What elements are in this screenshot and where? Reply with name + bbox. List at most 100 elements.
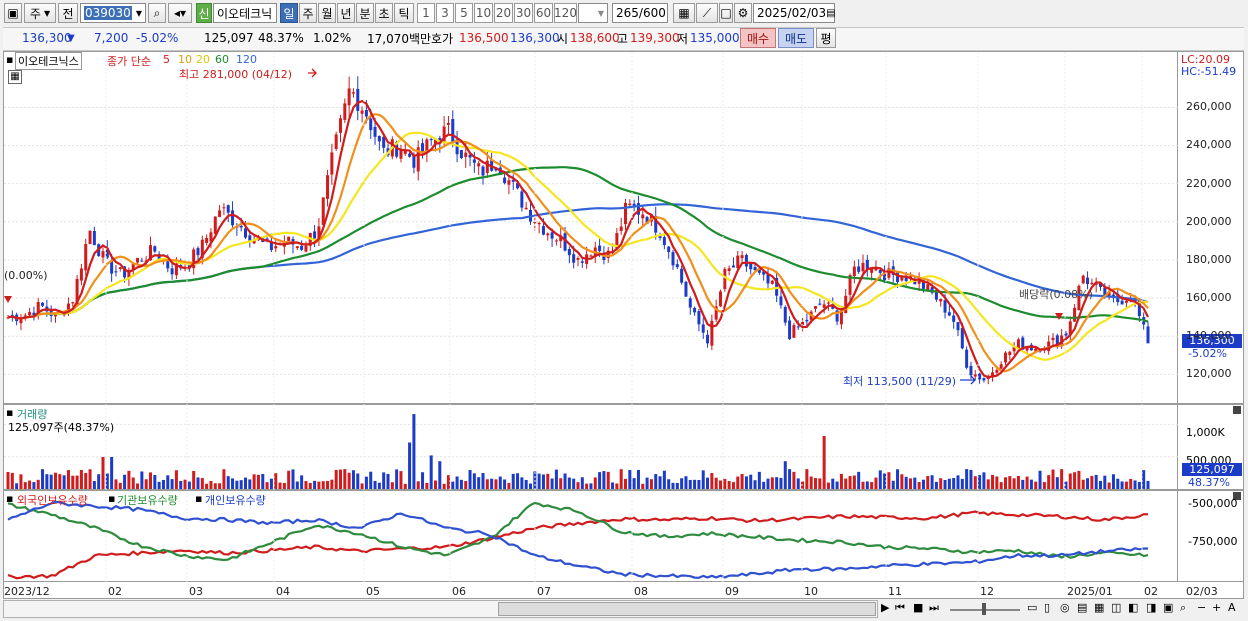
- volume-bar: [351, 470, 355, 489]
- scroll-first-icon[interactable]: ⏮: [895, 601, 905, 614]
- volume-bar: [485, 479, 489, 489]
- indicator-icon[interactable]: ▦: [673, 3, 695, 23]
- tab-second[interactable]: 초: [375, 3, 393, 23]
- square-icon[interactable]: □: [719, 3, 733, 23]
- candle-body: [1034, 348, 1038, 352]
- period-select[interactable]: 주 ▼: [24, 3, 56, 23]
- tab-minute[interactable]: 분: [356, 3, 374, 23]
- candle-body: [88, 230, 92, 245]
- tab-week[interactable]: 주: [299, 3, 317, 23]
- volume-bar: [1129, 478, 1133, 489]
- volume-bar: [844, 478, 848, 489]
- volume-bar: [334, 469, 338, 489]
- interval-10[interactable]: 10: [474, 3, 493, 23]
- volume-bar: [192, 470, 196, 489]
- quote-label: 호가: [431, 31, 454, 46]
- prev-button[interactable]: 전: [58, 3, 78, 23]
- candle-body: [619, 226, 623, 231]
- scroll-last-icon[interactable]: ⏭: [929, 601, 939, 614]
- left-icon[interactable]: ◧: [1128, 601, 1139, 614]
- panel-close-icon[interactable]: [1233, 406, 1241, 414]
- volume-bar: [528, 483, 533, 489]
- code-input[interactable]: 039030 ▼: [80, 3, 146, 23]
- tab-day[interactable]: 일: [280, 3, 298, 23]
- candle-body: [425, 139, 429, 152]
- candle-body: [360, 110, 364, 114]
- price-change: 7,200: [94, 31, 129, 45]
- volume-bar: [986, 479, 990, 489]
- volume-bar: [23, 482, 27, 489]
- interval-120[interactable]: 120: [554, 3, 577, 23]
- zoom-out-icon[interactable]: −: [1197, 601, 1207, 614]
- mark-icon[interactable]: ◎: [1060, 601, 1070, 614]
- ma60-label: 60: [215, 53, 229, 66]
- volume-bar: [805, 469, 809, 489]
- candle-body: [114, 271, 118, 273]
- gear-icon[interactable]: ⚙: [734, 3, 752, 23]
- grid-icon[interactable]: ▦: [8, 70, 22, 84]
- tab-tick[interactable]: 틱: [394, 3, 414, 23]
- stop-icon[interactable]: ■: [913, 601, 924, 614]
- chart-menu-icon[interactable]: ▣: [4, 3, 22, 23]
- chart-type-icon[interactable]: ▭: [1027, 601, 1038, 614]
- buy-button[interactable]: 매수: [740, 28, 776, 48]
- tab-month[interactable]: 월: [318, 3, 336, 23]
- volume-bar: [455, 476, 459, 489]
- interval-select[interactable]: ▼: [578, 3, 608, 23]
- scroll-right-icon[interactable]: ▶: [881, 601, 890, 614]
- candle-body: [580, 261, 584, 263]
- price-tick-label: 160,000: [1186, 291, 1232, 305]
- text-tool-icon[interactable]: A: [1228, 601, 1236, 614]
- interval-30[interactable]: 30: [514, 3, 533, 23]
- volume-bar: [66, 470, 70, 489]
- candle-body: [1012, 346, 1016, 352]
- candle-body: [148, 245, 153, 261]
- candle-body: [110, 261, 114, 274]
- volume-bar: [416, 481, 420, 489]
- line-tool-icon[interactable]: ⟋: [696, 3, 718, 23]
- candle-body: [481, 166, 485, 176]
- sell-button[interactable]: 매도: [778, 28, 814, 48]
- eval-button[interactable]: 평: [816, 28, 836, 48]
- volume-bar: [84, 472, 88, 489]
- search-icon[interactable]: ⌕: [148, 3, 166, 23]
- interval-1[interactable]: 1: [417, 3, 435, 23]
- candle-body: [723, 268, 727, 290]
- volume-bar: [675, 482, 679, 489]
- zoom-in-icon[interactable]: +: [1212, 601, 1222, 614]
- speaker-icon[interactable]: ◂▾: [168, 3, 192, 23]
- right-icon[interactable]: ◨: [1146, 601, 1157, 614]
- candle-body: [623, 203, 628, 225]
- price-tick-label: 260,000: [1186, 100, 1232, 114]
- candle-body: [969, 365, 973, 376]
- volume-panel[interactable]: [3, 404, 1178, 490]
- interval-5[interactable]: 5: [455, 3, 473, 23]
- scrollbar-thumb[interactable]: [498, 602, 876, 616]
- volume-bar: [364, 476, 368, 489]
- volume-bar: [1029, 479, 1033, 489]
- date-field[interactable]: 2025/02/03 ▤: [753, 3, 836, 23]
- zoom-icon[interactable]: ⌕: [1180, 601, 1187, 614]
- interval-3[interactable]: 3: [436, 3, 454, 23]
- tab-year[interactable]: 년: [337, 3, 355, 23]
- x-axis-label: 2023/12: [4, 585, 50, 598]
- table-icon[interactable]: ▦: [1094, 601, 1105, 614]
- candle-body: [187, 264, 191, 268]
- panel-close-icon[interactable]: [1233, 492, 1241, 500]
- candle-body: [451, 119, 455, 143]
- volume-bar: [360, 483, 364, 489]
- all-icon[interactable]: ▣: [1163, 601, 1174, 614]
- candle-body: [671, 252, 675, 266]
- zoom-slider-handle[interactable]: [982, 603, 986, 615]
- volume-bar: [887, 472, 891, 489]
- stock-name-field[interactable]: 이오테크닉: [213, 3, 277, 23]
- interval-20[interactable]: 20: [494, 3, 513, 23]
- interval-60[interactable]: 60: [534, 3, 553, 23]
- draw-icon[interactable]: ▤: [1077, 601, 1088, 614]
- split-icon[interactable]: ◫: [1111, 601, 1122, 614]
- inst-label: 기관보유수량: [117, 494, 178, 507]
- count-field[interactable]: 265/600: [612, 3, 668, 23]
- current-price-tag: 136,300: [1182, 334, 1242, 348]
- compare-icon[interactable]: ▯: [1044, 601, 1051, 614]
